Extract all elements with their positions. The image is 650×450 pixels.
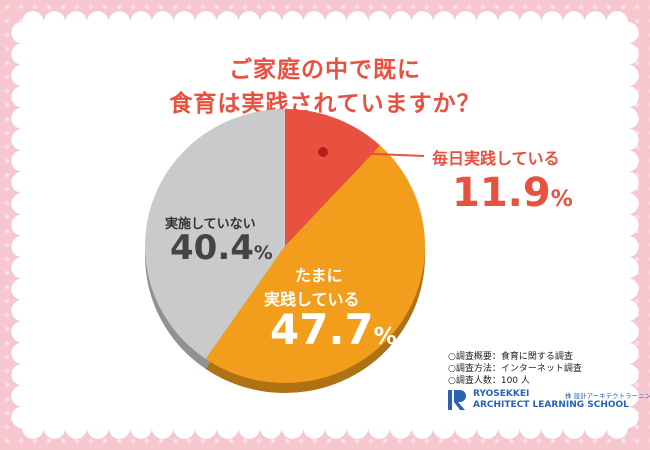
pie-slice-daily (285, 109, 381, 246)
survey-line-count: ○調査人数：100 人 (448, 376, 530, 386)
slice-label-sometimes-line2: 実践している (264, 290, 360, 309)
slice-value-none: 40.4% (170, 228, 273, 268)
logo-name: RYOSEKKEI (473, 389, 530, 399)
slice-value-sometimes: 47.7% (270, 305, 397, 354)
pie-slice-sometimes (205, 145, 426, 383)
survey-line-method: ○調査方法：インターネット調査 (448, 364, 582, 374)
logo-icon (448, 390, 466, 410)
slice-label-none: 実施していない (165, 217, 256, 232)
chart-title-line1: ご家庭の中で既に (229, 57, 421, 83)
survey-notes: ○調査概要：食育に関する調査 ○調査方法：インターネット調査 ○調査人数：100… (448, 351, 582, 387)
pie-slice-none (145, 109, 285, 359)
slice-value-daily: 11.9% (452, 170, 573, 216)
chart-title-line2: 食育は実践されていますか？ (169, 91, 481, 117)
logo-japanese: 株 設計アーキテクトラーニング (565, 392, 650, 400)
survey-line-overview: ○調査概要：食育に関する調査 (448, 352, 573, 362)
leader-dot (318, 147, 328, 157)
slice-label-sometimes-line1: たまに (295, 266, 343, 285)
slice-label-daily: 毎日実践している (432, 149, 560, 168)
leader-line (324, 151, 425, 157)
logo-school: ARCHITECT LEARNING SCHOOL (473, 400, 629, 410)
